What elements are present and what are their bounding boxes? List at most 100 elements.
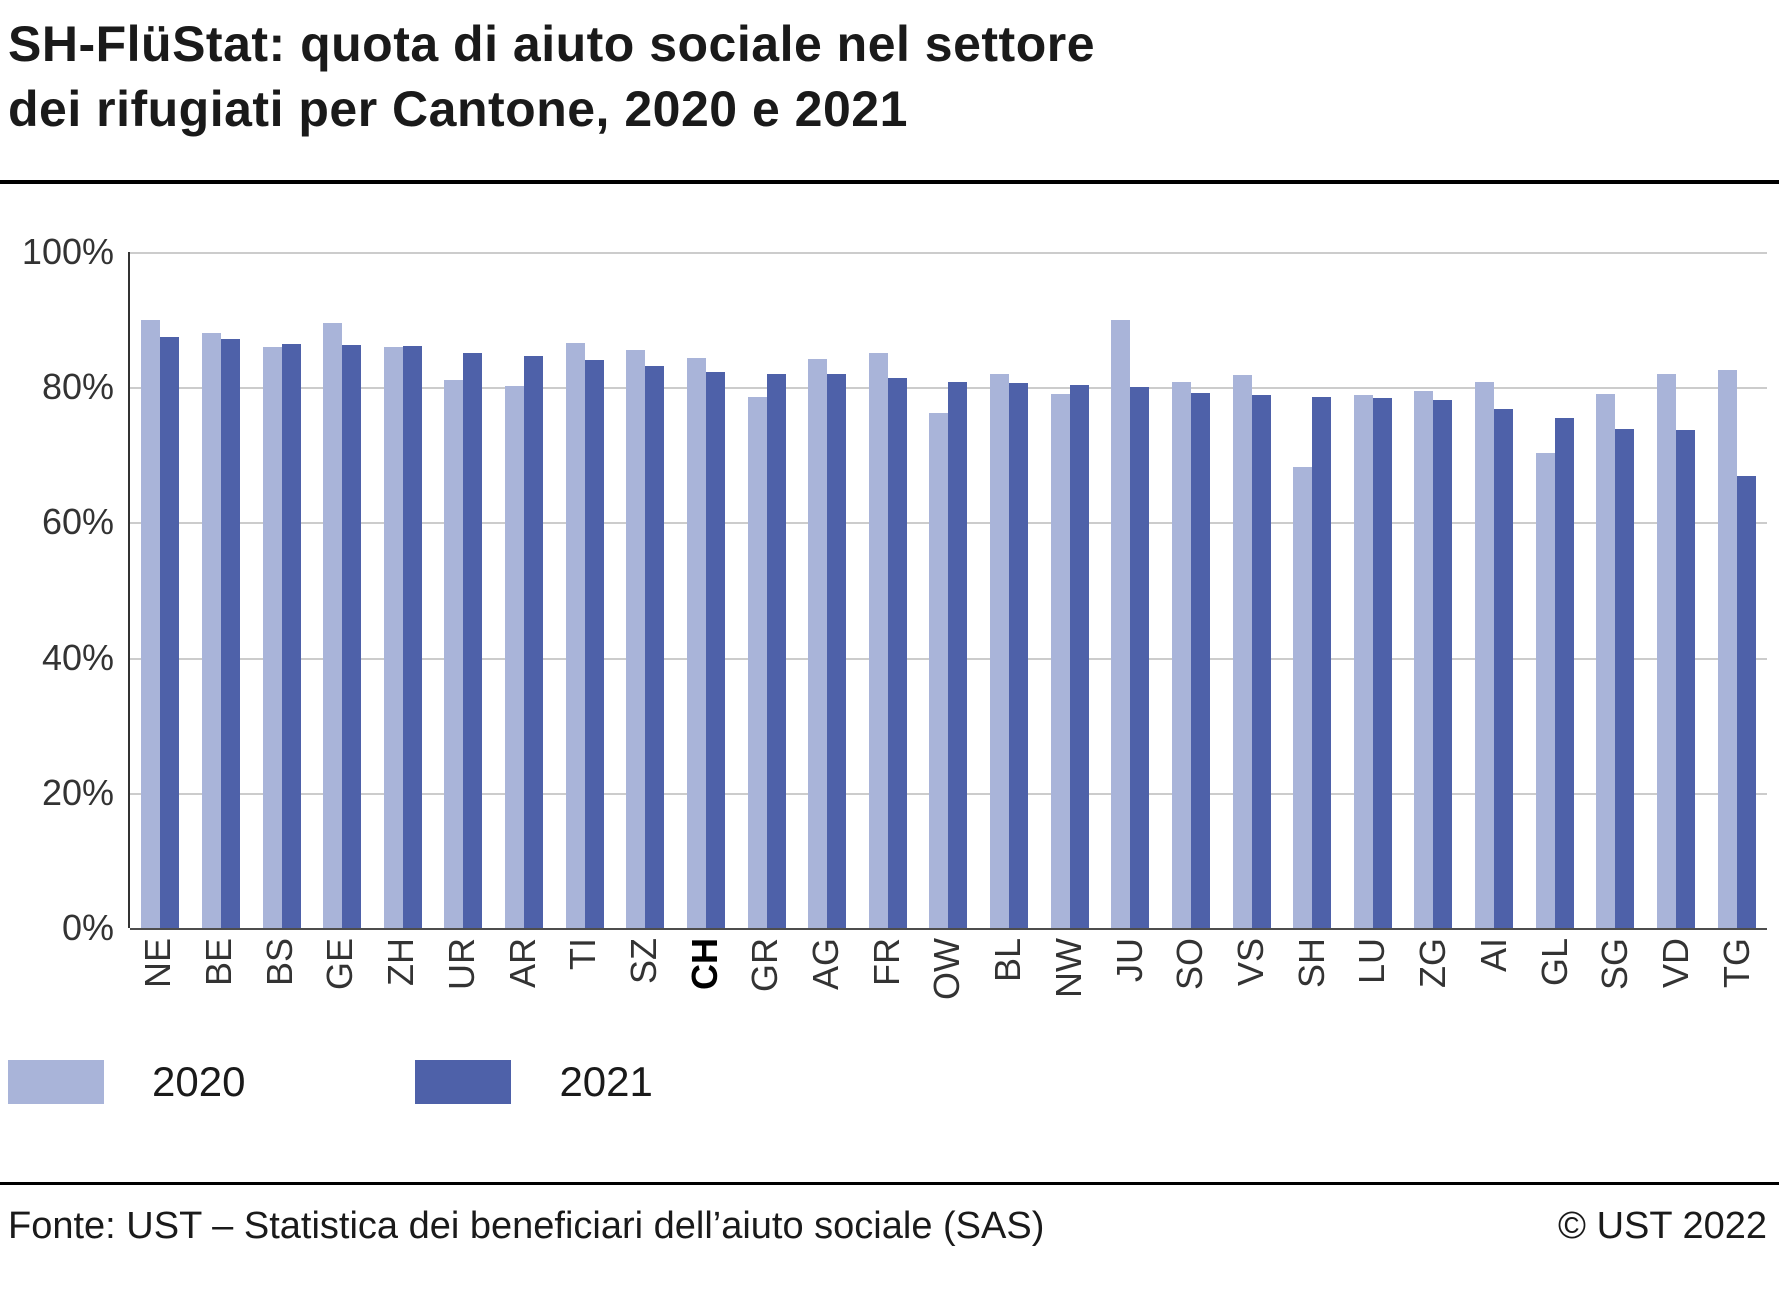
x-label-cell-GL: GL (1524, 938, 1585, 1000)
page-title-line1: SH-FlüStat: quota di aiuto sociale nel s… (8, 16, 1096, 72)
bar-2021-UR (463, 353, 483, 928)
x-label-GE: GE (319, 938, 361, 991)
bar-2020-BL (990, 373, 1010, 928)
bar-2020-TI (565, 343, 585, 928)
x-label-LU: LU (1351, 938, 1393, 985)
y-tick-label-0: 0% (61, 907, 114, 948)
bar-group-SH (1282, 252, 1343, 928)
x-label-SO: SO (1169, 938, 1211, 991)
bar-2020-AG (808, 358, 828, 928)
bar-2021-AI (1494, 408, 1514, 928)
x-label-TG: TG (1715, 938, 1757, 988)
bar-group-FR (858, 252, 919, 928)
y-tick-label-20: 20% (41, 771, 114, 813)
y-tick-label-60: 60% (41, 501, 114, 543)
bar-2021-ZH (402, 345, 422, 928)
bar-group-CH (676, 252, 737, 928)
bar-2020-CH (686, 358, 706, 928)
bar-2021-FR (887, 377, 907, 928)
bar-group-SG (1585, 252, 1646, 928)
bar-2021-SZ (645, 366, 665, 928)
x-label-cell-FR: FR (856, 938, 917, 1000)
bar-2020-BE (201, 333, 221, 928)
page: SH-FlüStat: quota di aiuto sociale nel s… (0, 12, 1779, 1306)
bar-group-SZ (615, 252, 676, 928)
bar-group-BL (979, 252, 1040, 928)
x-label-cell-SH: SH (1281, 938, 1342, 1000)
legend-label-2020: 2020 (152, 1057, 246, 1105)
bar-group-GE (312, 252, 373, 928)
page-title: SH-FlüStat: quota di aiuto sociale nel s… (8, 12, 1779, 142)
x-label-JU: JU (1108, 938, 1150, 982)
bar-group-NE (130, 252, 191, 928)
x-label-cell-AI: AI (1463, 938, 1524, 1000)
bar-2021-VD (1675, 429, 1695, 928)
bar-chart: 0% 20% 40% 60% 80% 100% NE BE BS GE ZH UR AR TI SZ CH G… (0, 231, 1779, 1000)
bar-2020-ZG (1414, 390, 1434, 928)
bar-2021-TI (584, 360, 604, 928)
x-label-cell-LU: LU (1342, 938, 1403, 1000)
bar-2020-SH (1293, 466, 1313, 928)
bar-2021-BS (281, 343, 301, 928)
x-label-BL: BL (987, 938, 1029, 983)
bar-2021-CH (705, 372, 725, 928)
bar-group-BS (251, 252, 312, 928)
bar-2020-AI (1475, 381, 1495, 928)
bar-2021-SO (1190, 393, 1210, 928)
bar-2021-GE (342, 344, 362, 928)
plot-area (128, 252, 1767, 930)
bar-2021-AG (827, 374, 847, 928)
legend: 2020 2021 (8, 1058, 1779, 1106)
bar-2020-NW (1050, 393, 1070, 928)
x-label-AG: AG (805, 938, 847, 991)
title-divider (0, 180, 1779, 184)
bar-2021-NW (1069, 385, 1089, 928)
x-label-cell-NE: NE (128, 938, 189, 1000)
x-label-BS: BS (258, 938, 300, 987)
x-label-cell-NW: NW (1039, 938, 1100, 1000)
bar-group-ZG (1403, 252, 1464, 928)
x-label-cell-GR: GR (735, 938, 796, 1000)
bar-group-AI (1464, 252, 1525, 928)
x-label-VD: VD (1654, 938, 1696, 989)
x-label-cell-ZH: ZH (371, 938, 432, 1000)
y-tick-label-40: 40% (41, 636, 114, 678)
bar-group-AG (797, 252, 858, 928)
x-label-cell-UR: UR (432, 938, 493, 1000)
bar-group-TI (554, 252, 615, 928)
x-label-cell-JU: JU (1099, 938, 1160, 1000)
y-axis: 0% 20% 40% 60% 80% 100% (0, 231, 128, 948)
bar-2020-FR (868, 353, 888, 928)
bar-2020-SZ (626, 350, 646, 928)
bar-2021-GR (766, 373, 786, 928)
x-label-cell-SZ: SZ (614, 938, 675, 1000)
bar-2020-GL (1535, 453, 1555, 928)
bar-2020-GE (323, 322, 343, 928)
page-title-line2: dei rifugiati per Cantone, 2020 e 2021 (8, 81, 908, 137)
x-label-cell-VS: VS (1221, 938, 1282, 1000)
bar-group-AR (494, 252, 555, 928)
bars-layer (130, 252, 1767, 928)
bar-group-ZH (373, 252, 434, 928)
bar-2021-BL (1009, 383, 1029, 928)
x-axis-labels: NE BE BS GE ZH UR AR TI SZ CH GR AG FR OW BL NW JU SO VS SH… (128, 938, 1767, 1000)
bar-2021-GL (1554, 417, 1574, 928)
legend-item-2020: 2020 (8, 1058, 245, 1106)
bar-group-GR (736, 252, 797, 928)
bar-2020-TG (1717, 370, 1737, 928)
x-label-cell-BL: BL (978, 938, 1039, 1000)
x-label-FR: FR (865, 938, 907, 986)
x-label-NE: NE (137, 938, 179, 989)
bar-2020-VS (1232, 375, 1252, 928)
x-label-GR: GR (744, 938, 786, 992)
bar-2020-ZH (383, 346, 403, 928)
x-label-GL: GL (1533, 938, 1575, 987)
bar-group-JU (1100, 252, 1161, 928)
source-note: Fonte: UST – Statistica dei beneficiari … (8, 1204, 1045, 1247)
bar-group-SO (1161, 252, 1222, 928)
gridline-100 (130, 252, 1767, 254)
x-label-ZH: ZH (380, 938, 422, 986)
bar-2021-BE (220, 338, 240, 928)
x-label-TI: TI (562, 938, 604, 970)
x-label-cell-BS: BS (249, 938, 310, 1000)
